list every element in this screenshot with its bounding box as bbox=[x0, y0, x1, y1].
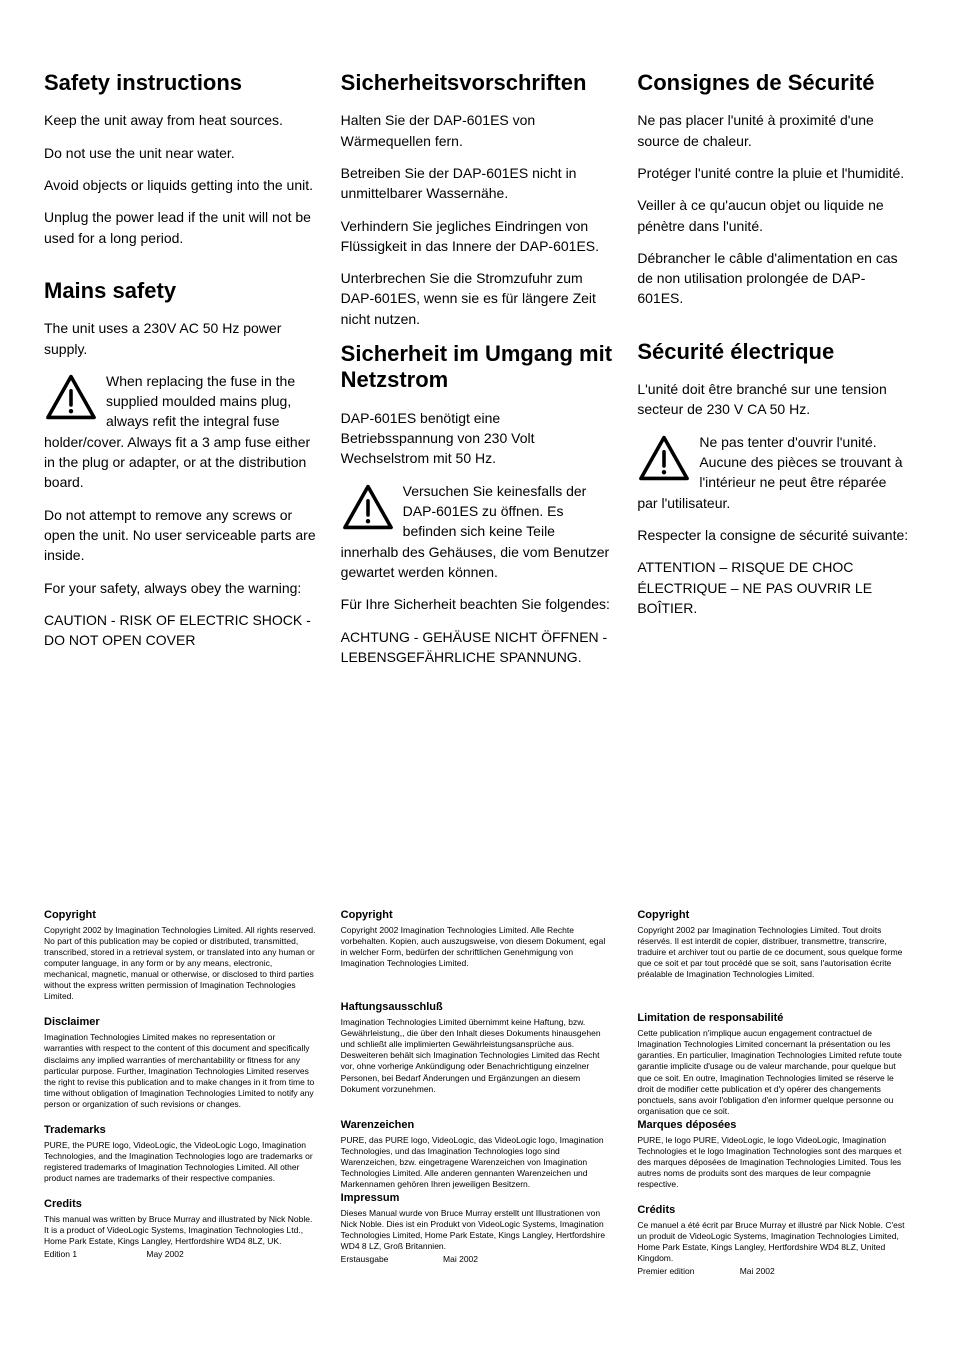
disclaimer-p-en: Imagination Technologies Limited makes n… bbox=[44, 1032, 317, 1109]
edition-row-fr: Premier edition Mai 2002 bbox=[637, 1266, 910, 1276]
credits-h-en: Credits bbox=[44, 1198, 317, 1210]
copyright-h-en: Copyright bbox=[44, 909, 317, 921]
mains-p4-fr: ATTENTION – RISQUE DE CHOC ÉLECTRIQUE – … bbox=[637, 557, 910, 618]
trademarks-h-fr: Marques déposées bbox=[637, 1119, 910, 1131]
disclaimer-p-de: Imagination Technologies Limited übernim… bbox=[341, 1017, 614, 1094]
credits-p-fr: Ce manuel a été écrit par Bruce Murray e… bbox=[637, 1220, 910, 1264]
disclaimer-h-de: Haftungsausschluß bbox=[341, 1001, 614, 1013]
mains-heading-fr: Sécurité électrique bbox=[637, 339, 910, 365]
mains-p4-en: For your safety, always obey the warning… bbox=[44, 578, 317, 598]
mains-p4-de: ACHTUNG - GEHÄUSE NICHT ÖFFNEN - LEBENSG… bbox=[341, 627, 614, 668]
trademarks-p-fr: PURE, le logo PURE, VideoLogic, le logo … bbox=[637, 1135, 910, 1190]
mains-p3-fr: Respecter la consigne de sécurité suivan… bbox=[637, 525, 910, 545]
caution-block-de: Versuchen Sie keinesfalls der DAP-601ES … bbox=[341, 481, 614, 594]
legal-col-de: Copyright Copyright 2002 Imagination Tec… bbox=[341, 909, 614, 1276]
legal-columns: Copyright Copyright 2002 by Imagination … bbox=[44, 909, 910, 1276]
safety-p1-fr: Ne pas placer l'unité à proximité d'une … bbox=[637, 110, 910, 151]
trademarks-h-de: Warenzeichen bbox=[341, 1119, 614, 1131]
caution-triangle-icon bbox=[637, 434, 691, 482]
trademarks-p-de: PURE, das PURE logo, VideoLogic, das Vid… bbox=[341, 1135, 614, 1190]
mains-p1-fr: L'unité doit être branché sur une tensio… bbox=[637, 379, 910, 420]
edition-label-de: Erstausgabe bbox=[341, 1254, 441, 1264]
copyright-h-de: Copyright bbox=[341, 909, 614, 921]
mains-heading-en: Mains safety bbox=[44, 278, 317, 304]
safety-p3-fr: Veiller à ce qu'aucun objet ou liquide n… bbox=[637, 195, 910, 236]
trademarks-h-en: Trademarks bbox=[44, 1124, 317, 1136]
column-en: Safety instructions Keep the unit away f… bbox=[44, 70, 317, 679]
column-de: Sicherheitsvorschriften Halten Sie der D… bbox=[341, 70, 614, 679]
mains-heading-de: Sicherheit im Umgang mit Netzstrom bbox=[341, 341, 614, 394]
legal-col-en: Copyright Copyright 2002 by Imagination … bbox=[44, 909, 317, 1276]
safety-p2-fr: Protéger l'unité contre la pluie et l'hu… bbox=[637, 163, 910, 183]
disclaimer-p-fr: Cette publication n'implique aucun engag… bbox=[637, 1028, 910, 1116]
column-fr: Consignes de Sécurité Ne pas placer l'un… bbox=[637, 70, 910, 679]
disclaimer-h-fr: Limitation de responsabilité bbox=[637, 1012, 910, 1024]
safety-heading-de: Sicherheitsvorschriften bbox=[341, 70, 614, 96]
mains-p3-en: Do not attempt to remove any screws or o… bbox=[44, 505, 317, 566]
safety-p3-de: Verhindern Sie jegliches Eindringen von … bbox=[341, 216, 614, 257]
caution-block-fr: Ne pas tenter d'ouvrir l'unité. Aucune d… bbox=[637, 432, 910, 525]
mains-p5-en: CAUTION - RISK OF ELECTRIC SHOCK - DO NO… bbox=[44, 610, 317, 651]
disclaimer-h-en: Disclaimer bbox=[44, 1016, 317, 1028]
mains-p1-en: The unit uses a 230V AC 50 Hz power supp… bbox=[44, 318, 317, 359]
safety-p2-en: Do not use the unit near water. bbox=[44, 143, 317, 163]
legal-col-fr: Copyright Copyright 2002 par Imagination… bbox=[637, 909, 910, 1276]
safety-columns: Safety instructions Keep the unit away f… bbox=[44, 70, 910, 679]
caution-triangle-icon bbox=[44, 373, 98, 421]
edition-label-fr: Premier edition bbox=[637, 1266, 737, 1276]
copyright-p-de: Copyright 2002 Imagination Technologies … bbox=[341, 925, 614, 969]
caution-block-en: When replacing the fuse in the supplied … bbox=[44, 371, 317, 505]
safety-heading-fr: Consignes de Sécurité bbox=[637, 70, 910, 96]
safety-p4-en: Unplug the power lead if the unit will n… bbox=[44, 207, 317, 248]
safety-p1-de: Halten Sie der DAP-601ES von Wärmequelle… bbox=[341, 110, 614, 151]
safety-p2-de: Betreiben Sie der DAP-601ES nicht in unm… bbox=[341, 163, 614, 204]
credits-p-de: Dieses Manual wurde von Bruce Murray ers… bbox=[341, 1208, 614, 1252]
edition-date-de: Mai 2002 bbox=[443, 1254, 478, 1264]
trademarks-p-en: PURE, the PURE logo, VideoLogic, the Vid… bbox=[44, 1140, 317, 1184]
copyright-p-en: Copyright 2002 by Imagination Technologi… bbox=[44, 925, 317, 1002]
copyright-p-fr: Copyright 2002 par Imagination Technolog… bbox=[637, 925, 910, 980]
mains-p3-de: Für Ihre Sicherheit beachten Sie folgend… bbox=[341, 594, 614, 614]
edition-date-en: May 2002 bbox=[146, 1249, 183, 1259]
credits-h-fr: Crédits bbox=[637, 1204, 910, 1216]
safety-p4-de: Unterbrechen Sie die Stromzufuhr zum DAP… bbox=[341, 268, 614, 329]
credits-p-en: This manual was written by Bruce Murray … bbox=[44, 1214, 317, 1247]
edition-row-de: Erstausgabe Mai 2002 bbox=[341, 1254, 614, 1264]
safety-p3-en: Avoid objects or liquids getting into th… bbox=[44, 175, 317, 195]
safety-p1-en: Keep the unit away from heat sources. bbox=[44, 110, 317, 130]
safety-p4-fr: Débrancher le câble d'alimentation en ca… bbox=[637, 248, 910, 309]
document-page: Safety instructions Keep the unit away f… bbox=[0, 0, 954, 1351]
copyright-h-fr: Copyright bbox=[637, 909, 910, 921]
edition-date-fr: Mai 2002 bbox=[740, 1266, 775, 1276]
mains-p1-de: DAP-601ES benötigt eine Betriebsspannung… bbox=[341, 408, 614, 469]
edition-label-en: Edition 1 bbox=[44, 1249, 144, 1259]
edition-row-en: Edition 1 May 2002 bbox=[44, 1249, 317, 1259]
safety-heading-en: Safety instructions bbox=[44, 70, 317, 96]
caution-triangle-icon bbox=[341, 483, 395, 531]
credits-h-de: Impressum bbox=[341, 1192, 614, 1204]
